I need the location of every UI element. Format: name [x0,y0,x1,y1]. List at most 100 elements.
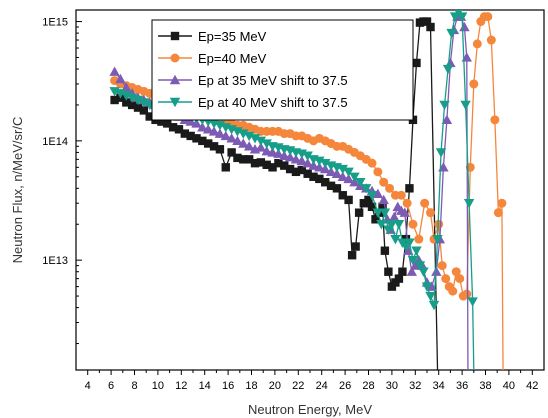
data-point [220,130,231,141]
data-point [422,17,432,26]
data-point [446,28,457,39]
data-point [132,95,144,106]
data-point [389,211,400,222]
x-tick-label: 24 [316,380,328,392]
x-tick-label: 6 [108,380,114,392]
data-point [238,138,249,148]
data-point [462,289,472,299]
data-point [384,267,393,276]
data-point [460,100,471,111]
data-point [138,98,150,108]
data-point [198,136,207,146]
data-point [497,198,507,208]
x-tick-label: 28 [362,380,374,392]
x-axis: 4 6 8 10 12 14 16 18 20 22 24 26 28 30 32 34 36 38 40 42 [85,370,538,392]
x-tick-label: 16 [222,380,234,392]
data-point [343,173,354,184]
data-point [367,158,377,168]
data-point [268,163,277,172]
x-tick-label: 12 [175,380,187,392]
data-point [321,178,330,187]
data-point [209,142,219,151]
data-point [261,145,272,156]
data-point [133,103,143,112]
legend-box [151,19,414,121]
data-point [456,12,468,22]
legend-marker [169,74,181,85]
data-point [302,157,313,168]
data-point [337,171,348,181]
x-tick-label: 42 [526,380,538,392]
data-point [262,160,271,169]
data-point [493,208,503,218]
data-point [442,64,454,75]
data-point [371,215,380,224]
data-point [284,151,296,162]
data-point [469,79,479,89]
y-tick-label: 1E14 [42,136,68,148]
data-point [372,208,384,218]
x-tick-label: 22 [292,380,304,392]
data-point [414,234,424,244]
data-point [404,238,415,248]
data-point [267,147,278,157]
data-point [398,267,407,276]
data-point [441,274,451,284]
data-point [351,242,360,251]
data-point [127,100,137,110]
x-tick-label: 20 [269,380,281,392]
data-point [314,162,325,172]
data-point [347,251,357,260]
data-point [239,155,248,164]
data-point [366,191,378,201]
x-tick-label: 38 [479,380,491,392]
data-point [349,172,360,182]
data-point [394,274,404,283]
data-point [402,198,412,208]
data-point [376,220,387,230]
data-point [186,131,195,141]
data-point [243,141,255,151]
data-point [290,154,302,164]
data-point [378,194,389,205]
data-point [411,246,422,256]
x-tick-label: 32 [409,380,421,392]
data-point [255,136,267,147]
data-point [405,184,414,193]
data-point [244,155,254,164]
data-point [291,167,301,177]
data-point [445,57,456,68]
data-point [109,66,120,76]
data-point [203,124,214,134]
data-point [331,168,343,178]
x-tick-label: 18 [245,380,257,392]
x-tick-label: 8 [131,380,137,392]
data-point [390,234,401,245]
data-point [467,297,478,307]
data-point [285,164,295,174]
data-point [418,267,429,277]
data-point [408,219,418,229]
data-point [214,128,226,138]
data-point [303,169,312,178]
y-axis: 1E13 1E14 1E15 [42,17,82,345]
data-point [338,191,347,200]
data-point [315,174,324,184]
data-point [139,106,149,115]
data-point [455,274,465,284]
y-axis-label: Neutron Flux, n/MeV/sr/C [10,117,25,264]
data-point [326,181,336,191]
legend-label: Ep=35 MeV [198,29,267,44]
data-point [373,167,383,177]
data-point [437,261,447,271]
data-point [320,163,331,174]
data-point [383,225,394,235]
legend: Ep=35 MeV Ep=40 MeV Ep at 35 MeV shift to … [151,19,414,121]
x-tick-label: 36 [456,380,468,392]
data-point [208,126,220,136]
data-point [233,153,242,163]
data-point [378,202,387,212]
data-point [302,151,313,161]
data-point [279,150,290,160]
data-point [261,139,272,149]
